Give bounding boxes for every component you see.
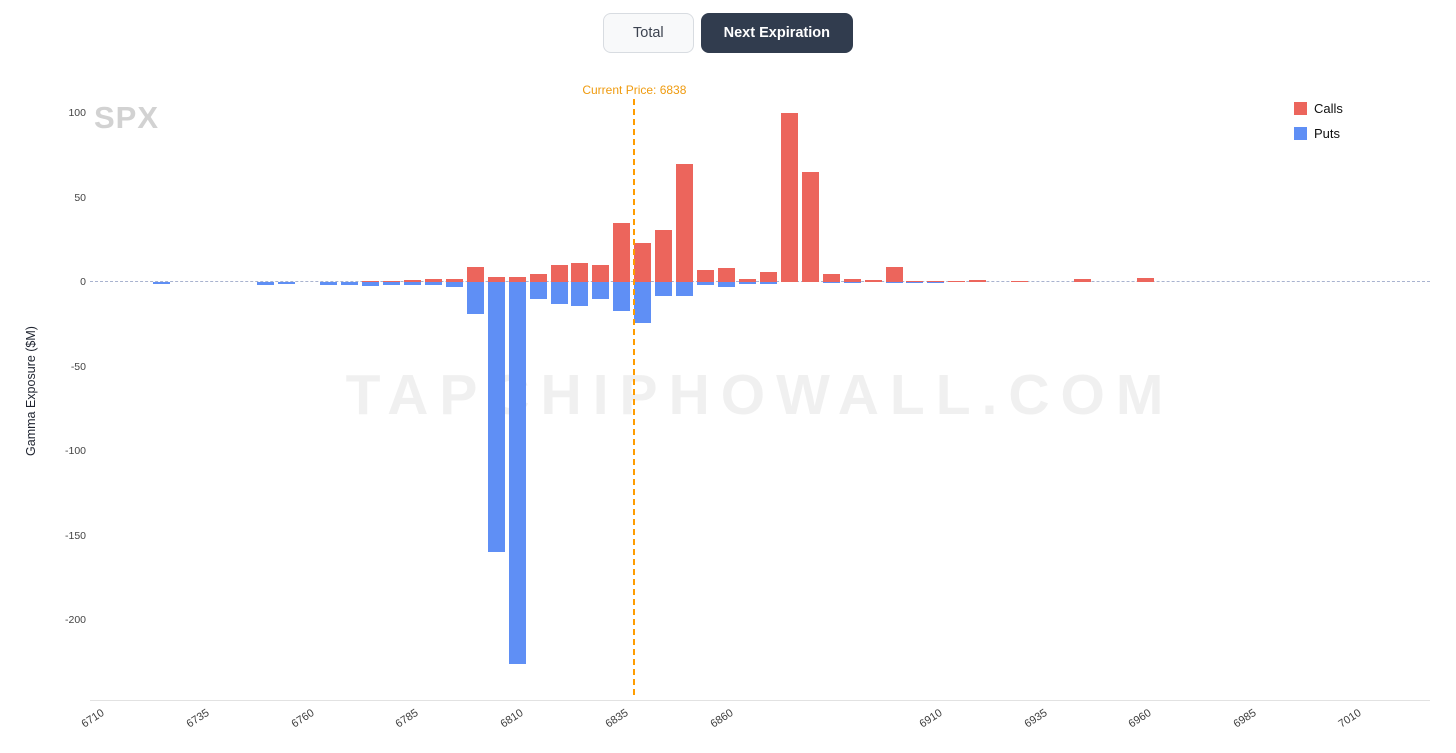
call-bar-6785 — [403, 280, 421, 282]
call-bar-6960 — [1136, 277, 1154, 282]
x-tick-label: 6785 — [393, 707, 421, 731]
put-bar-6850 — [676, 282, 694, 296]
y-tick-label: -200 — [64, 614, 86, 626]
call-bar-6850 — [676, 163, 694, 282]
x-tick-label: 7010 — [1336, 707, 1364, 731]
call-bar-6810 — [508, 276, 526, 282]
put-bar-6845 — [655, 282, 673, 296]
put-bar-6750 — [257, 282, 275, 286]
call-bar-6795 — [445, 278, 463, 282]
current-price-line — [633, 99, 636, 695]
y-tick-label: -150 — [64, 529, 86, 542]
x-tick-label: 6710 — [79, 707, 107, 731]
legend-item-puts: Puts — [1294, 121, 1343, 146]
total-button[interactable]: Total — [603, 13, 694, 53]
put-bar-6905 — [906, 282, 924, 283]
chart-title: SPX — [94, 100, 160, 135]
x-tick-label: 6835 — [603, 707, 631, 731]
put-bar-6860 — [718, 282, 735, 288]
x-tick-label: 6760 — [289, 707, 317, 731]
y-tick-label: 100 — [68, 107, 86, 119]
call-bar-6815 — [529, 273, 547, 282]
call-bar-6845 — [655, 229, 673, 282]
x-tick-label: 6735 — [184, 707, 212, 731]
call-bar-6895 — [864, 280, 882, 282]
call-bar-6830 — [592, 265, 610, 282]
current-price-label: Current Price: 6838 — [582, 83, 687, 97]
call-bar-6825 — [571, 263, 589, 282]
put-bar-6855 — [697, 282, 715, 286]
put-bar-6870 — [759, 282, 777, 284]
x-tick-label: 6960 — [1126, 707, 1154, 731]
next-expiration-button[interactable]: Next Expiration — [700, 13, 853, 53]
y-tick-label: -50 — [70, 360, 86, 373]
put-bar-6800 — [466, 282, 484, 315]
put-bar-6785 — [403, 282, 421, 285]
call-bar-6805 — [487, 276, 505, 282]
put-bar-6840 — [634, 282, 652, 323]
legend: Calls Puts — [1294, 96, 1343, 146]
call-bar-6945 — [1073, 279, 1091, 282]
put-bar-6725 — [152, 282, 170, 284]
call-bar-6875 — [780, 113, 798, 282]
y-axis-label: Gamma Exposure ($M) — [24, 326, 38, 456]
call-bar-6880 — [801, 172, 819, 282]
put-bar-6765 — [320, 282, 338, 285]
call-bar-6885 — [822, 273, 840, 282]
call-bar-6870 — [759, 271, 777, 282]
call-bar-6780 — [383, 281, 400, 282]
put-bar-6795 — [445, 282, 463, 288]
put-bar-6810 — [508, 282, 526, 664]
put-bar-6900 — [885, 282, 903, 283]
x-axis-line — [90, 700, 1430, 701]
legend-label-puts: Puts — [1314, 126, 1341, 141]
put-bar-6825 — [571, 282, 589, 306]
legend-label-calls: Calls — [1314, 101, 1343, 116]
put-bar-6770 — [341, 282, 359, 286]
legend-item-calls: Calls — [1294, 96, 1343, 121]
puts-swatch — [1294, 127, 1307, 140]
put-bar-6885 — [822, 282, 840, 283]
put-bar-6820 — [550, 282, 568, 304]
put-bar-6830 — [592, 282, 610, 299]
call-bar-6900 — [885, 266, 903, 282]
call-bar-6855 — [697, 270, 715, 282]
put-bar-6805 — [487, 282, 505, 553]
call-bar-6790 — [424, 278, 442, 282]
put-bar-6755 — [278, 282, 296, 284]
call-bar-6800 — [466, 266, 484, 282]
put-bar-6890 — [843, 282, 861, 283]
call-bar-6920 — [969, 280, 987, 282]
call-bar-6775 — [362, 281, 380, 282]
view-toggle-group: Total Next Expiration — [0, 13, 1456, 53]
put-bar-6865 — [738, 282, 756, 284]
call-bar-6915 — [948, 281, 966, 282]
put-bar-6815 — [529, 282, 547, 299]
put-bar-6790 — [424, 282, 442, 286]
x-tick-label: 6985 — [1231, 707, 1259, 731]
x-tick-label: 6935 — [1022, 707, 1050, 731]
put-bar-6780 — [383, 282, 400, 286]
y-tick-label: -100 — [64, 445, 86, 457]
put-bar-6910 — [927, 282, 945, 283]
call-bar-6840 — [634, 243, 652, 282]
x-tick-label: 6910 — [917, 707, 945, 731]
call-bar-6835 — [613, 222, 631, 282]
call-bar-6860 — [718, 268, 735, 282]
call-bar-6930 — [1011, 281, 1029, 282]
call-bar-6890 — [843, 278, 861, 282]
put-bar-6835 — [613, 282, 631, 311]
call-bar-6820 — [550, 265, 568, 282]
y-tick-label: 50 — [74, 191, 86, 204]
call-bar-6910 — [927, 281, 945, 282]
call-bar-6865 — [738, 278, 756, 282]
x-tick-label: 6810 — [498, 707, 526, 731]
watermark: TAPCHIPHOWALL.COM — [345, 363, 1175, 427]
calls-swatch — [1294, 102, 1307, 115]
x-tick-label: 6860 — [707, 707, 736, 731]
call-bar-6905 — [906, 281, 924, 282]
put-bar-6775 — [362, 282, 380, 287]
y-tick-label: 0 — [80, 276, 86, 288]
